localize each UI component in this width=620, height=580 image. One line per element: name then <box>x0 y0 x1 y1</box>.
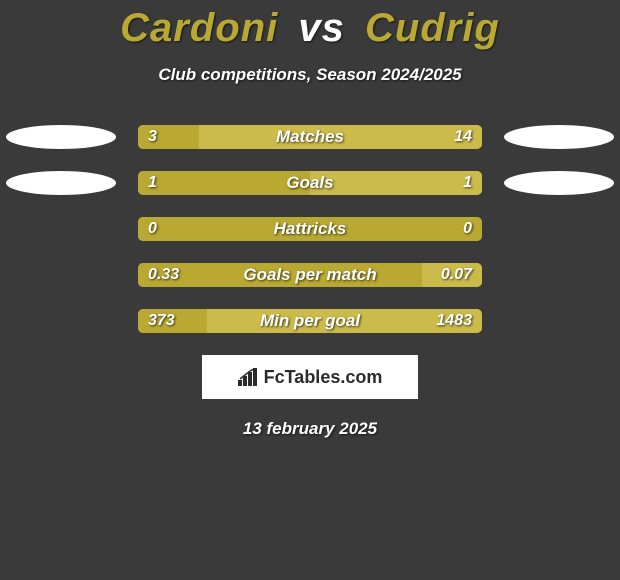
stats-chart: 314Matches11Goals00Hattricks0.330.07Goal… <box>0 125 620 333</box>
right-value: 0 <box>463 217 472 241</box>
stat-row: 3731483Min per goal <box>0 309 620 333</box>
bar-left-fill <box>138 217 482 241</box>
player2-oval <box>504 125 614 149</box>
bar-track <box>138 309 482 333</box>
left-value: 3 <box>148 125 157 149</box>
bar-right-fill <box>199 125 482 149</box>
bar-track <box>138 263 482 287</box>
stat-row: 0.330.07Goals per match <box>0 263 620 287</box>
bar-track <box>138 125 482 149</box>
player2-oval <box>504 171 614 195</box>
left-value: 1 <box>148 171 157 195</box>
player1-name: Cardoni <box>120 6 278 50</box>
stat-row: 11Goals <box>0 171 620 195</box>
comparison-title: Cardoni vs Cudrig <box>0 0 620 51</box>
bar-left-fill <box>138 171 310 195</box>
bar-left-fill <box>138 263 422 287</box>
right-value: 14 <box>454 125 472 149</box>
stat-row: 00Hattricks <box>0 217 620 241</box>
left-value: 0.33 <box>148 263 179 287</box>
logo-text: FcTables.com <box>264 367 383 388</box>
vs-text: vs <box>298 6 345 50</box>
bar-right-fill <box>310 171 482 195</box>
logo-box: FcTables.com <box>202 355 418 399</box>
right-value: 1483 <box>436 309 472 333</box>
date-text: 13 february 2025 <box>0 419 620 439</box>
left-value: 373 <box>148 309 175 333</box>
player1-oval <box>6 171 116 195</box>
subtitle: Club competitions, Season 2024/2025 <box>0 65 620 85</box>
bar-chart-icon <box>238 368 260 386</box>
right-value: 0.07 <box>441 263 472 287</box>
right-value: 1 <box>463 171 472 195</box>
player1-oval <box>6 125 116 149</box>
bar-track <box>138 217 482 241</box>
logo: FcTables.com <box>238 367 383 388</box>
player2-name: Cudrig <box>365 6 500 50</box>
stat-row: 314Matches <box>0 125 620 149</box>
bar-track <box>138 171 482 195</box>
left-value: 0 <box>148 217 157 241</box>
